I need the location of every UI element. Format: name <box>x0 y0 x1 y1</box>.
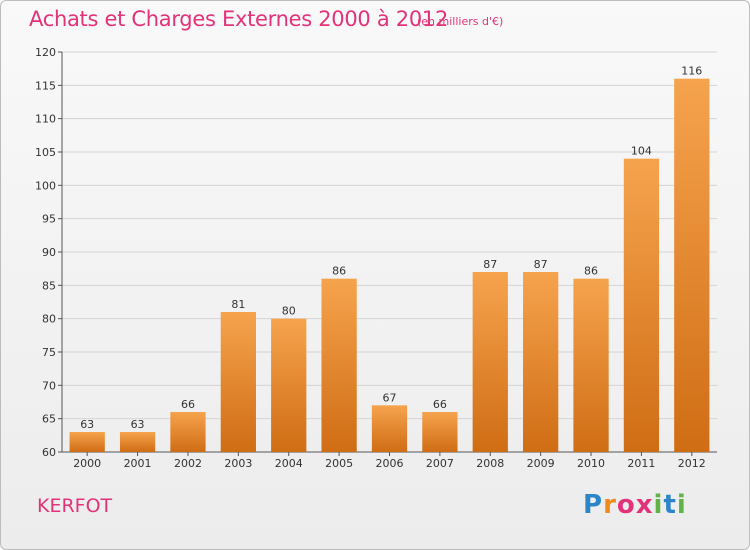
x-tick-label: 2001 <box>124 457 152 470</box>
x-tick-label: 2002 <box>174 457 202 470</box>
y-tick-label: 75 <box>42 346 56 359</box>
logo-letter: i <box>653 490 664 520</box>
data-label: 63 <box>80 418 94 431</box>
y-tick-label: 60 <box>42 446 56 459</box>
data-label: 63 <box>131 418 145 431</box>
y-tick-label: 70 <box>42 379 56 392</box>
y-tick-label: 95 <box>42 213 56 226</box>
x-tick-label: 2007 <box>426 457 454 470</box>
x-tick-label: 2009 <box>527 457 555 470</box>
data-label: 80 <box>282 305 296 318</box>
y-tick-label: 110 <box>35 113 56 126</box>
x-tick-label: 2006 <box>376 457 404 470</box>
bar <box>472 272 508 452</box>
bar <box>170 412 206 452</box>
bar <box>573 278 609 452</box>
y-tick-label: 115 <box>35 79 56 92</box>
proxiti-logo: Proxiti <box>583 490 687 520</box>
x-tick-label: 2005 <box>325 457 353 470</box>
y-tick-label: 65 <box>42 413 56 426</box>
chart-title: Achats et Charges Externes 2000 à 2012 <box>29 7 449 31</box>
logo-letter: i <box>676 490 687 520</box>
bar <box>119 432 156 452</box>
bar <box>523 272 559 452</box>
logo-letter: t <box>663 490 677 520</box>
bar <box>271 318 307 452</box>
bar <box>422 412 458 452</box>
x-tick-label: 2012 <box>678 457 706 470</box>
bars <box>69 78 710 453</box>
logo-letter: o <box>616 490 636 520</box>
data-label: 66 <box>181 398 195 411</box>
logo-letter: r <box>603 490 617 520</box>
data-label: 67 <box>383 391 397 404</box>
x-tick-label: 2000 <box>73 457 101 470</box>
x-tick-label: 2003 <box>224 457 252 470</box>
logo-letter: P <box>583 490 604 520</box>
bar <box>674 78 710 453</box>
data-label: 66 <box>433 398 447 411</box>
commune-name: KERFOT <box>37 495 113 517</box>
bar <box>321 278 357 452</box>
data-label: 116 <box>681 65 702 78</box>
y-tick-label: 85 <box>42 279 56 292</box>
y-tick-label: 100 <box>35 179 56 192</box>
x-tick-label: 2010 <box>577 457 605 470</box>
labels: 60 65 70 75 80 85 90 95 100 105 110 115 120 63 2000 63 2… <box>35 46 706 470</box>
data-label: 87 <box>483 258 497 271</box>
data-label: 86 <box>332 265 346 278</box>
bar <box>220 312 256 452</box>
chart-subtitle: (en milliers d'€) <box>417 15 504 28</box>
logo-letter: x <box>635 490 654 520</box>
data-label: 87 <box>534 258 548 271</box>
x-tick-label: 2008 <box>476 457 504 470</box>
y-tick-label: 105 <box>35 146 56 159</box>
bar <box>69 432 105 452</box>
x-tick-label: 2011 <box>627 457 655 470</box>
y-tick-label: 80 <box>42 313 56 326</box>
data-label: 86 <box>584 265 598 278</box>
bar <box>371 405 408 452</box>
data-label: 104 <box>631 145 652 158</box>
y-tick-label: 90 <box>42 246 56 259</box>
bar <box>623 158 660 452</box>
y-tick-label: 120 <box>35 46 56 59</box>
x-tick-label: 2004 <box>275 457 303 470</box>
data-label: 81 <box>231 298 245 311</box>
